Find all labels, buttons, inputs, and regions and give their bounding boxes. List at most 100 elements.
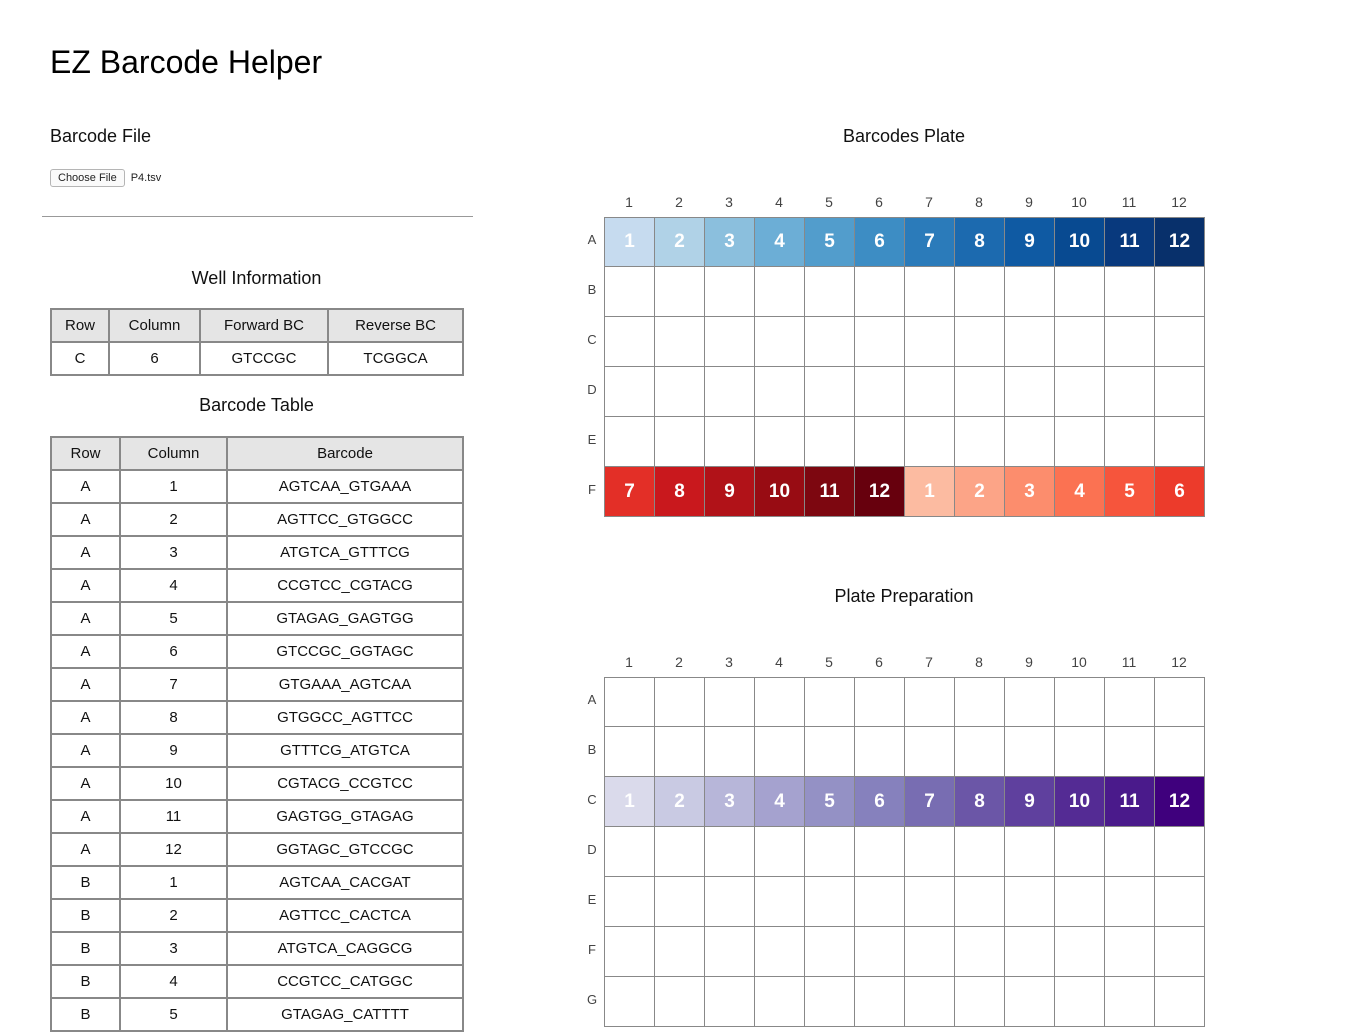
plate-well[interactable] [755,727,805,777]
plate-well[interactable] [955,727,1005,777]
plate-well[interactable] [1155,927,1205,977]
plate-well[interactable]: 6 [1155,467,1205,517]
plate-well[interactable] [655,977,705,1027]
plate-well[interactable]: 7 [905,217,955,267]
plate-well[interactable] [955,677,1005,727]
plate-well[interactable] [1155,827,1205,877]
plate-well[interactable] [805,367,855,417]
plate-well[interactable] [905,267,955,317]
plate-well[interactable]: 6 [855,777,905,827]
plate-well[interactable] [1005,727,1055,777]
plate-well[interactable] [1105,727,1155,777]
plate-well[interactable] [1055,677,1105,727]
plate-well[interactable] [905,977,955,1027]
plate-well[interactable] [655,927,705,977]
plate-well[interactable] [955,267,1005,317]
plate-well[interactable] [755,827,805,877]
plate-well[interactable]: 7 [605,467,655,517]
plate-well[interactable] [655,877,705,927]
plate-well[interactable] [805,317,855,367]
plate-well[interactable] [905,677,955,727]
plate-well[interactable]: 3 [705,777,755,827]
plate-well[interactable]: 5 [805,777,855,827]
plate-well[interactable] [1105,977,1155,1027]
plate-well[interactable]: 2 [655,777,705,827]
plate-well[interactable] [955,367,1005,417]
plate-well[interactable] [655,677,705,727]
plate-well[interactable] [1005,367,1055,417]
plate-well[interactable] [705,367,755,417]
plate-well[interactable]: 4 [755,777,805,827]
plate-well[interactable] [1055,877,1105,927]
plate-well[interactable] [755,367,805,417]
plate-well[interactable] [1055,827,1105,877]
plate-well[interactable] [955,827,1005,877]
plate-well[interactable] [605,317,655,367]
plate-well[interactable] [705,927,755,977]
plate-well[interactable] [705,877,755,927]
plate-well[interactable] [855,727,905,777]
plate-well[interactable] [805,417,855,467]
plate-well[interactable]: 8 [955,777,1005,827]
plate-well[interactable] [655,827,705,877]
plate-well[interactable]: 9 [1005,777,1055,827]
plate-well[interactable] [1105,877,1155,927]
plate-well[interactable] [655,367,705,417]
plate-well[interactable] [905,727,955,777]
plate-well[interactable] [805,677,855,727]
plate-well[interactable]: 9 [1005,217,1055,267]
plate-well[interactable]: 5 [805,217,855,267]
plate-well[interactable] [905,827,955,877]
plate-well[interactable] [855,317,905,367]
plate-well[interactable]: 1 [605,777,655,827]
plate-well[interactable] [855,877,905,927]
plate-well[interactable] [1105,367,1155,417]
plate-well[interactable] [905,927,955,977]
plate-well[interactable] [1105,827,1155,877]
plate-well[interactable] [605,677,655,727]
plate-well[interactable] [855,827,905,877]
plate-well[interactable] [805,877,855,927]
plate-well[interactable] [1155,367,1205,417]
plate-well[interactable] [605,727,655,777]
plate-well[interactable] [1005,267,1055,317]
plate-well[interactable]: 10 [1055,217,1105,267]
plate-well[interactable] [1005,827,1055,877]
plate-well[interactable] [1005,417,1055,467]
plate-well[interactable] [1055,267,1105,317]
plate-well[interactable] [605,877,655,927]
plate-well[interactable] [855,367,905,417]
plate-well[interactable] [1155,267,1205,317]
plate-well[interactable]: 4 [755,217,805,267]
plate-well[interactable] [805,977,855,1027]
plate-well[interactable] [955,977,1005,1027]
plate-well[interactable] [605,827,655,877]
plate-well[interactable] [705,317,755,367]
plate-well[interactable] [605,977,655,1027]
plate-well[interactable]: 3 [705,217,755,267]
plate-well[interactable]: 1 [905,467,955,517]
plate-well[interactable] [1155,317,1205,367]
plate-well[interactable] [605,367,655,417]
plate-well[interactable] [655,317,705,367]
plate-well[interactable]: 2 [655,217,705,267]
plate-well[interactable] [605,417,655,467]
choose-file-button[interactable]: Choose File [50,169,125,187]
plate-well[interactable] [855,677,905,727]
plate-well[interactable] [1155,677,1205,727]
plate-well[interactable]: 8 [955,217,1005,267]
plate-well[interactable] [1105,927,1155,977]
plate-well[interactable]: 2 [955,467,1005,517]
plate-well[interactable] [805,727,855,777]
plate-well[interactable] [605,267,655,317]
plate-well[interactable] [805,267,855,317]
plate-well[interactable] [905,877,955,927]
plate-well[interactable]: 10 [1055,777,1105,827]
plate-well[interactable]: 1 [605,217,655,267]
plate-well[interactable] [955,417,1005,467]
plate-well[interactable] [1005,927,1055,977]
plate-well[interactable] [655,727,705,777]
plate-well[interactable] [1055,367,1105,417]
plate-well[interactable] [955,317,1005,367]
plate-well[interactable]: 12 [1155,777,1205,827]
